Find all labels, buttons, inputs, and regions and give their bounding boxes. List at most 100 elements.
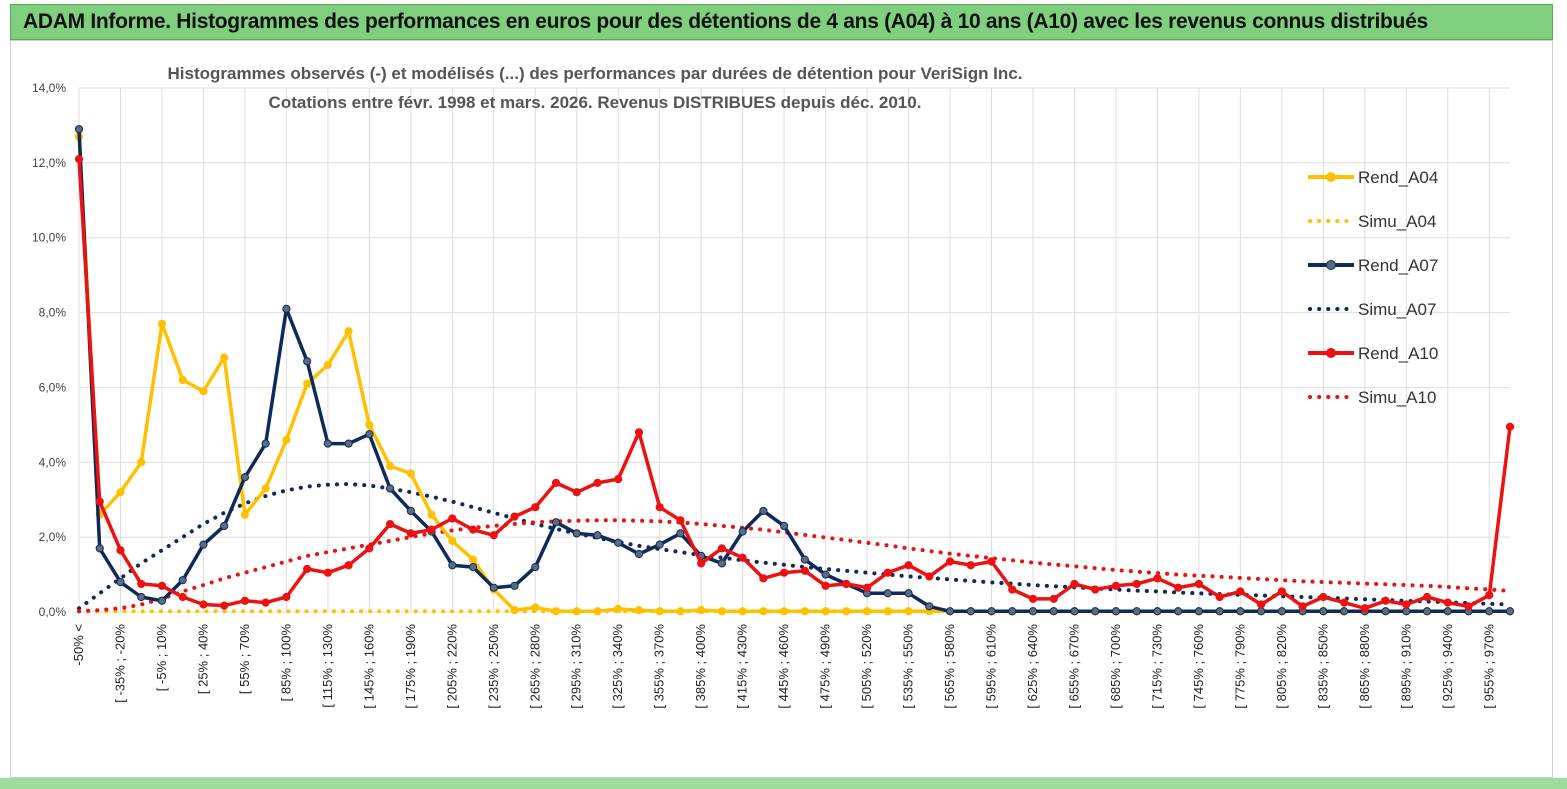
data-point-rend-a04 <box>634 606 644 615</box>
data-point-rend-a10 <box>1049 594 1058 604</box>
x-tick-label: -50% < <box>71 624 86 666</box>
x-tick-label: [ 685% ; 700% <box>1108 624 1123 709</box>
data-point-rend-a07 <box>821 570 830 579</box>
data-point-rend-a10 <box>1422 592 1432 602</box>
data-point-rend-a04 <box>655 607 664 616</box>
data-point-rend-a07 <box>966 607 975 616</box>
data-point-rend-a10 <box>282 592 291 602</box>
data-point-rend-a04 <box>842 607 851 616</box>
legend-label-rend-a07: Rend_A07 <box>1358 256 1438 275</box>
x-tick-label: [ 475% ; 490% <box>818 624 833 709</box>
data-point-rend-a10 <box>966 561 975 570</box>
data-point-rend-a10 <box>137 579 146 589</box>
data-point-rend-a07 <box>551 518 561 527</box>
data-point-rend-a10 <box>427 525 436 534</box>
legend-label-rend-a04: Rend_A04 <box>1358 168 1438 187</box>
data-point-rend-a04 <box>240 510 250 519</box>
data-point-rend-a10 <box>1091 585 1100 594</box>
data-point-rend-a10 <box>1153 574 1162 583</box>
data-point-rend-a10 <box>945 557 955 566</box>
data-point-rend-a04 <box>427 510 436 519</box>
footer-band <box>0 778 1567 789</box>
x-tick-label: [ 85% ; 100% <box>278 624 293 702</box>
y-axis-ticks: 0,0% 2,0% 4,0% 6,0% 8,0% 10,0% 12,0% 14,0% <box>32 81 66 619</box>
series-line-rend-a07 <box>77 129 1510 614</box>
x-axis-ticks: -50% < [ -35% ; -20% [ -5% ; 10% [ 25% ; 40… <box>71 624 1496 709</box>
data-point-rend-a10 <box>1402 600 1411 609</box>
data-point-rend-a04 <box>738 607 747 616</box>
x-tick-label: [ 115% ; 130% <box>320 624 335 708</box>
data-point-rend-a10 <box>780 568 789 577</box>
data-point-rend-a07 <box>510 581 519 590</box>
data-point-rend-a10 <box>261 598 270 607</box>
legend: Rend_A04 Simu_A04 Rend_A07 Simu_A07 Rend_A10… <box>1308 168 1438 407</box>
data-point-rend-a10 <box>1443 598 1452 607</box>
data-point-rend-a10 <box>1464 602 1473 611</box>
data-point-rend-a07 <box>1485 607 1494 616</box>
data-point-rend-a07 <box>1277 607 1286 616</box>
data-point-rend-a04 <box>697 606 706 615</box>
data-point-rend-a07 <box>74 125 84 134</box>
data-point-rend-a07 <box>572 529 581 538</box>
data-point-rend-a07 <box>1049 607 1058 616</box>
data-point-rend-a04 <box>199 387 208 396</box>
data-point-rend-a10 <box>385 519 395 529</box>
x-tick-label: [ 175% ; 190% <box>403 624 418 709</box>
data-point-rend-a04 <box>593 607 602 616</box>
chart-title-group: Histogrammes observés (-) et modélisés (… <box>168 64 1023 112</box>
x-tick-label: [ 265% ; 280% <box>527 624 542 709</box>
data-point-rend-a10 <box>157 581 167 590</box>
data-point-rend-a10 <box>634 428 644 437</box>
data-point-rend-a10 <box>1381 596 1390 605</box>
data-point-rend-a10 <box>593 478 602 487</box>
x-tick-label: [ 325% ; 340% <box>610 624 625 709</box>
data-point-rend-a10 <box>904 561 913 570</box>
x-tick-label: [ 505% ; 520% <box>859 624 874 709</box>
data-point-rend-a04 <box>531 603 540 612</box>
data-point-rend-a07 <box>178 576 187 585</box>
data-point-rend-a07 <box>282 304 291 313</box>
data-point-rend-a07 <box>634 549 644 559</box>
data-point-rend-a07 <box>406 506 415 516</box>
data-point-rend-a10 <box>925 572 934 581</box>
data-point-rend-a04 <box>551 607 561 616</box>
data-point-rend-a10 <box>1111 581 1121 590</box>
data-point-rend-a07 <box>614 538 623 547</box>
chart-frame <box>10 40 1553 778</box>
data-point-rend-a10 <box>862 583 872 592</box>
data-point-rend-a10 <box>1485 591 1494 600</box>
chart-title-line-2: Cotations entre févr. 1998 et mars. 2026… <box>269 93 922 112</box>
data-point-rend-a07 <box>137 592 146 602</box>
data-point-rend-a07 <box>1174 607 1183 616</box>
x-tick-label: [ 895% ; 910% <box>1398 624 1413 709</box>
data-point-rend-a10 <box>178 592 187 602</box>
x-tick-label: [ 415% ; 430% <box>735 624 750 709</box>
data-point-rend-a04 <box>780 607 789 616</box>
chart-title-line-1: Histogrammes observés (-) et modélisés (… <box>168 64 1023 83</box>
data-point-rend-a07 <box>323 439 332 448</box>
data-point-rend-a04 <box>303 379 312 388</box>
data-point-rend-a07 <box>883 589 892 598</box>
data-point-rend-a07 <box>303 357 312 366</box>
data-point-rend-a07 <box>199 540 208 549</box>
data-point-rend-a07 <box>448 561 457 570</box>
data-point-rend-a10 <box>95 497 104 506</box>
series-line-simu-a10 <box>77 518 1512 614</box>
data-point-rend-a07 <box>1236 607 1245 616</box>
data-point-rend-a10 <box>1008 585 1017 594</box>
data-point-rend-a07 <box>904 589 913 598</box>
x-tick-label: [ 655% ; 670% <box>1066 624 1081 709</box>
data-point-rend-a10 <box>1028 594 1038 604</box>
data-point-rend-a07 <box>1402 607 1411 616</box>
data-point-rend-a07 <box>220 521 229 531</box>
data-point-rend-a04 <box>676 607 685 616</box>
data-point-rend-a10 <box>759 574 768 583</box>
data-point-rend-a10 <box>883 568 892 577</box>
data-point-rend-a10 <box>116 546 125 555</box>
x-tick-label: [ 805% ; 820% <box>1274 624 1289 709</box>
x-tick-label: [ 865% ; 880% <box>1357 624 1372 709</box>
data-point-rend-a10 <box>365 544 374 553</box>
data-point-rend-a10 <box>551 478 561 487</box>
x-tick-label: [ 745% ; 760% <box>1191 624 1206 709</box>
x-tick-label: [ 355% ; 370% <box>652 624 667 709</box>
